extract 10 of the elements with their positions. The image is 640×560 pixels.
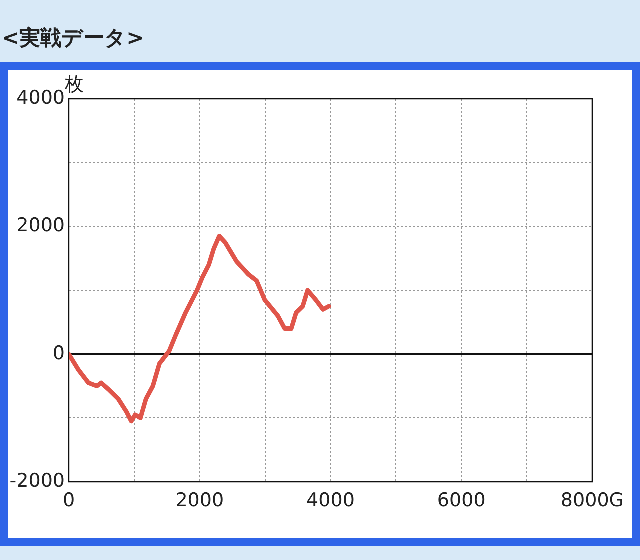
y-axis-title: 枚 [64,73,84,96]
y-tick-label: 4000 [16,86,65,109]
x-tick-label: 6000 [437,489,486,512]
y-tick-label: 0 [52,342,65,364]
y-tick-label: 2000 [16,214,65,237]
x-tick-label: 8000G [560,489,624,512]
chart-title: <実戦データ> [2,25,144,52]
x-tick-label: 4000 [306,489,355,512]
x-tick-label: 2000 [176,489,224,512]
y-tick-label: -2000 [10,470,65,492]
